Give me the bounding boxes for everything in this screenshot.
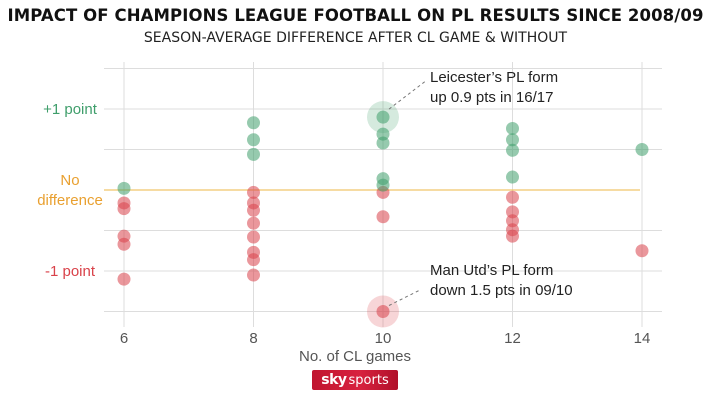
negative-data-point — [376, 210, 390, 224]
negative-data-point — [247, 216, 260, 230]
positive-data-point — [506, 143, 519, 157]
negative-data-point — [376, 305, 390, 318]
positive-data-point — [506, 133, 519, 147]
x-tick-label: 12 — [504, 330, 521, 347]
positive-data-point — [376, 127, 390, 141]
negative-data-point — [506, 190, 519, 204]
negative-data-point — [247, 253, 260, 267]
positive-data-point — [506, 121, 519, 135]
negative-data-point — [247, 185, 260, 199]
positive-data-point — [376, 110, 390, 124]
negative-data-point — [247, 268, 260, 282]
y-tick-label: No — [60, 172, 79, 189]
negative-data-point — [247, 203, 260, 217]
negative-data-point — [506, 205, 519, 219]
y-tick-label: difference — [37, 192, 103, 209]
x-tick-label: 14 — [634, 330, 651, 347]
positive-data-point — [376, 136, 390, 150]
positive-data-point — [247, 116, 260, 130]
chart-subtitle: SEASON-AVERAGE DIFFERENCE AFTER CL GAME … — [143, 30, 568, 46]
positive-data-point — [506, 170, 519, 184]
negative-data-point — [506, 223, 519, 237]
annotation-layer: Leicester’s PL form up 0.9 pts in 16/17 Ma… — [388, 69, 573, 306]
annotation-text: Man Utd’s PL form — [430, 262, 553, 279]
axis-layer: 6 8 10 12 14 No. of CL games +1 point No differe… — [37, 101, 650, 365]
sky-sports-logo: sky sports — [312, 370, 398, 390]
negative-data-point — [117, 202, 131, 216]
positive-data-point — [117, 181, 131, 195]
logo-sky-text: sky — [321, 372, 347, 388]
annotation-text: down 1.5 pts in 09/10 — [430, 282, 573, 299]
annotation-text: Leicester’s PL form — [430, 69, 558, 86]
x-tick-label: 10 — [375, 330, 392, 347]
x-tick-label: 6 — [120, 330, 128, 347]
y-tick-label: -1 point — [45, 263, 96, 280]
negative-data-point — [247, 230, 260, 244]
annotation-text: up 0.9 pts in 16/17 — [430, 89, 553, 106]
logo-sports-text: sports — [348, 372, 389, 388]
positive-data-point — [376, 178, 390, 192]
x-tick-label: 8 — [249, 330, 257, 347]
points-layer — [117, 101, 649, 328]
negative-data-point — [117, 237, 131, 251]
negative-data-point — [506, 214, 519, 228]
annotation-leader — [388, 79, 428, 110]
x-axis-label: No. of CL games — [299, 348, 411, 365]
y-tick-label: +1 point — [43, 101, 98, 118]
negative-data-point — [117, 272, 131, 286]
negative-data-point — [635, 244, 649, 258]
positive-data-point — [247, 133, 260, 147]
positive-data-point — [635, 143, 649, 156]
chart-title: IMPACT OF CHAMPIONS LEAGUE FOOTBALL ON P… — [7, 6, 704, 25]
positive-data-point — [247, 147, 260, 161]
